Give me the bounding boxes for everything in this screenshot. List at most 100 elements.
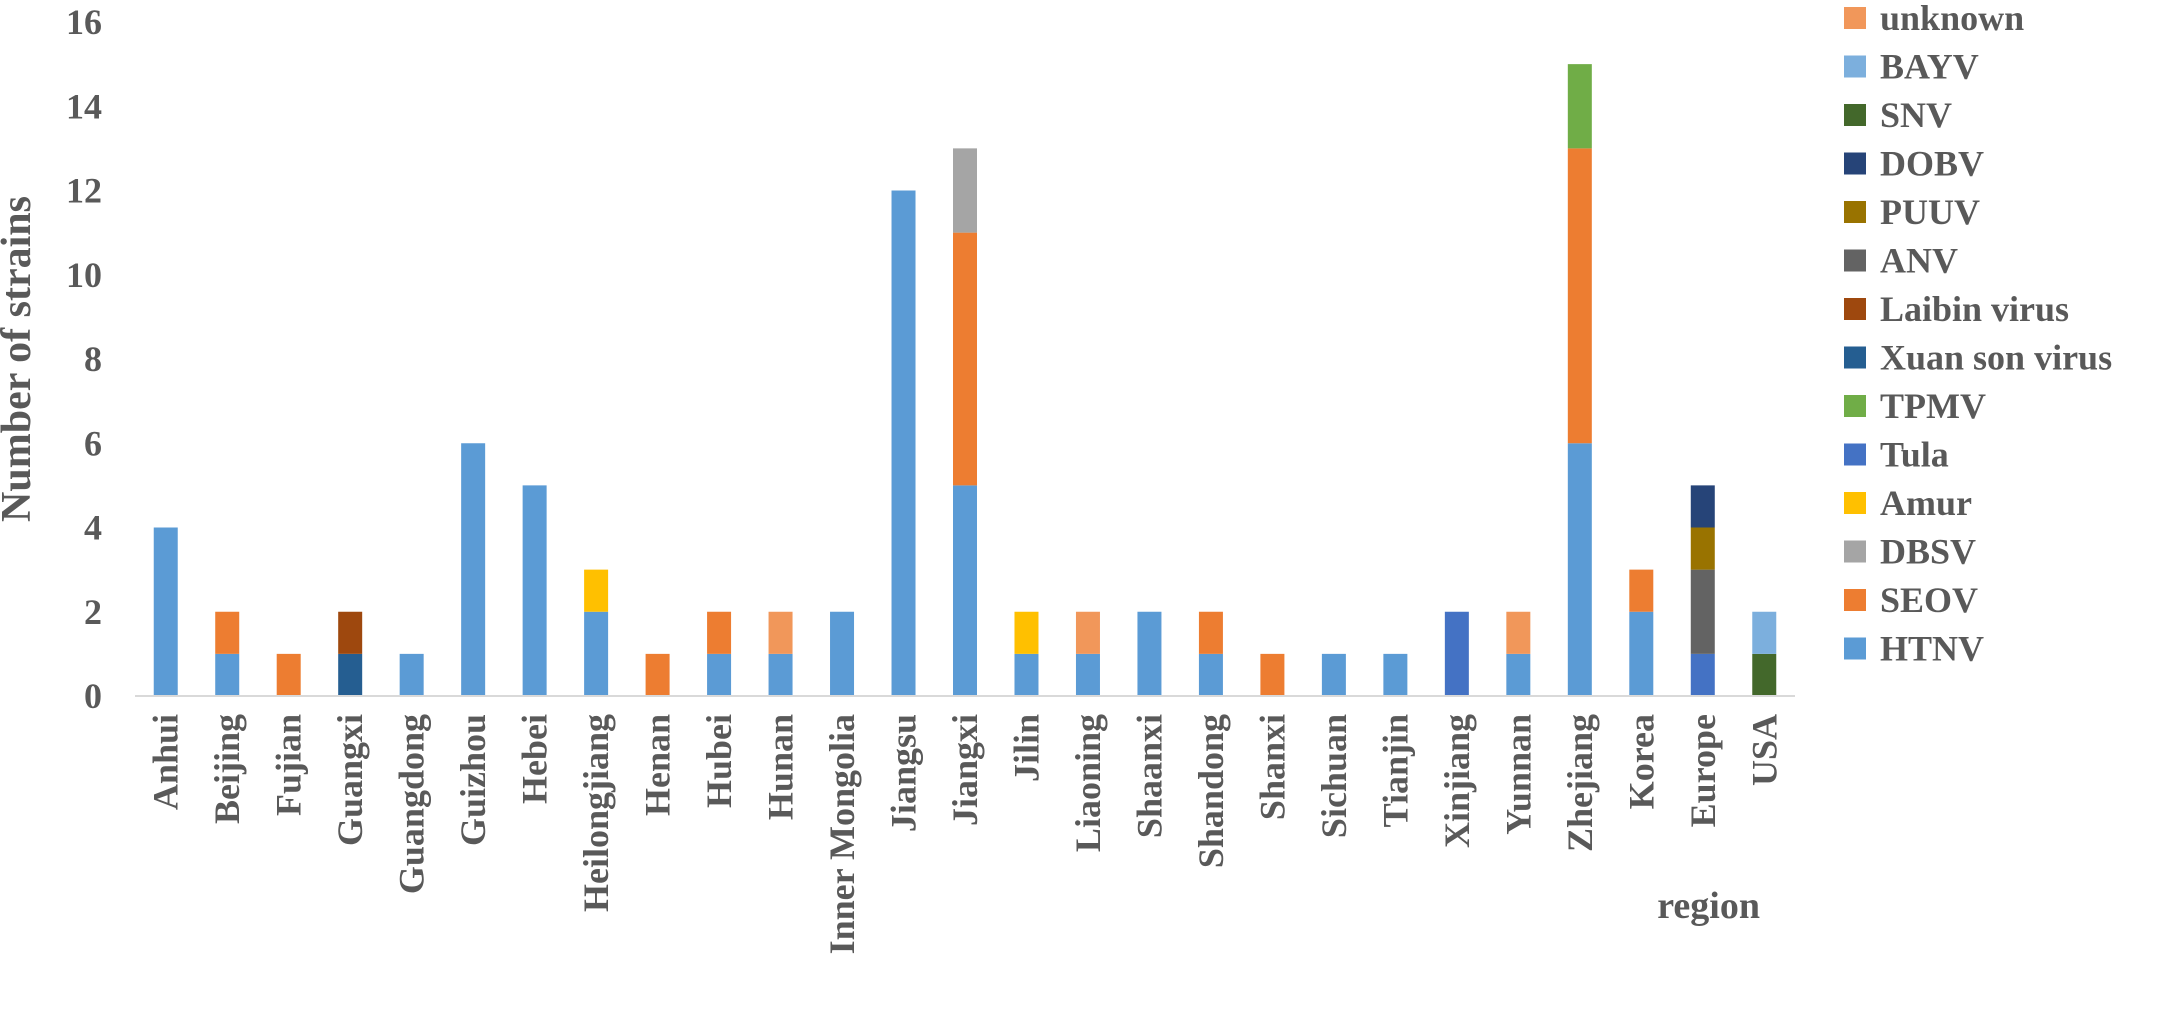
x-axis-label: region (1657, 885, 1760, 927)
legend-item: Tula (1844, 435, 1949, 475)
legend-swatch (1844, 492, 1866, 514)
bar-segment (1567, 148, 1592, 444)
legend-item: SNV (1844, 95, 1952, 135)
y-tick-label: 2 (84, 592, 102, 632)
bar-segment (830, 611, 855, 696)
y-tick-label: 14 (66, 86, 102, 126)
bar-segment (522, 485, 547, 696)
y-axis-label: Number of strains (0, 196, 40, 522)
x-tick-label: Anhui (146, 714, 186, 810)
bar-segment (584, 611, 609, 696)
legend-item: TPMV (1844, 386, 1986, 426)
legend: unknown BAYV SNV DOBV PUUV ANV Laibin virus Xua… (1844, 0, 2112, 669)
legend-label: TPMV (1880, 386, 1986, 426)
bar-segment (1506, 611, 1531, 654)
x-tick-label: Jiangsu (884, 714, 924, 832)
bar-segment (1567, 443, 1592, 696)
x-tick-label: Shanxi (1252, 714, 1292, 820)
x-tick-label: Fujian (269, 714, 309, 816)
y-tick-label: 6 (84, 423, 102, 463)
bar-segment (1014, 653, 1039, 696)
bar-segment (1137, 611, 1162, 696)
y-tick-label: 0 (84, 676, 102, 716)
y-tick-label: 8 (84, 339, 102, 379)
legend-item: Xuan son virus (1844, 338, 2112, 378)
x-tick-label: Tianjin (1375, 714, 1415, 827)
legend-swatch (1844, 7, 1866, 29)
x-tick-label: Guangdong (392, 714, 432, 894)
bar-segment (1075, 611, 1100, 654)
bar-segment (953, 485, 977, 696)
x-tick-label: Hubei (699, 714, 739, 808)
bar-segment (1506, 653, 1531, 696)
bar-segment (1690, 653, 1715, 696)
legend-swatch (1844, 55, 1866, 78)
bar-segment (215, 611, 240, 654)
bar-segment (1752, 611, 1777, 654)
bar-segment (707, 611, 732, 654)
bar-segment (1075, 653, 1100, 696)
legend-label: HTNV (1880, 629, 1984, 669)
bar-segment (584, 569, 609, 612)
bar-segment (338, 653, 363, 696)
y-axis: 0 2 4 6 8 10 12 14 16 (66, 2, 102, 716)
legend-label: Xuan son virus (1880, 338, 2112, 378)
x-tick-label: Europe (1683, 714, 1723, 827)
bar-segment (338, 611, 363, 654)
legend-item: HTNV (1844, 629, 1984, 669)
legend-item: SEOV (1844, 580, 1978, 620)
legend-label: SEOV (1880, 580, 1978, 620)
legend-item: ANV (1844, 241, 1958, 281)
legend-swatch (1844, 346, 1866, 369)
bar-segment (1383, 653, 1408, 696)
x-tick-label: Sichuan (1314, 714, 1354, 838)
legend-label: Tula (1880, 435, 1949, 475)
bar-segment (1198, 653, 1223, 696)
y-tick-label: 16 (66, 2, 102, 42)
legend-item: unknown (1844, 0, 2024, 38)
legend-item: Laibin virus (1844, 289, 2069, 329)
x-tick-label: Guizhou (453, 714, 493, 846)
bars (153, 64, 1777, 696)
legend-swatch (1844, 443, 1866, 466)
bar-segment (1567, 64, 1592, 149)
bar-segment (1690, 569, 1715, 654)
x-tick-label: Guangxi (330, 714, 370, 846)
bar-segment (768, 611, 793, 654)
y-tick-label: 12 (66, 171, 102, 211)
bar-segment (1629, 569, 1654, 612)
bar-segment (768, 653, 793, 696)
legend-item: PUUV (1844, 192, 1980, 232)
x-tick-label: Henan (638, 714, 678, 816)
bar-segment (1260, 653, 1285, 696)
legend-item: DOBV (1844, 144, 1984, 184)
bar-segment (215, 653, 240, 696)
legend-swatch (1844, 395, 1866, 417)
x-tick-label: Shandong (1191, 714, 1231, 868)
bar-segment (707, 653, 732, 696)
x-tick-label: Hebei (515, 714, 555, 804)
bar-segment (953, 148, 977, 233)
bar-segment (1690, 485, 1715, 528)
legend-label: PUUV (1880, 192, 1980, 232)
legend-label: Laibin virus (1880, 289, 2069, 329)
x-tick-label: Hunan (761, 714, 801, 820)
legend-label: DBSV (1880, 532, 1976, 572)
x-tick-label: Zhejiang (1560, 714, 1600, 852)
legend-label: BAYV (1880, 47, 1979, 87)
x-axis: Anhui Beijing Fujian Guangxi Guangdong Guizho… (146, 714, 1785, 954)
legend-item: BAYV (1844, 47, 1979, 87)
bar-segment (953, 232, 977, 486)
bar-segment (1752, 653, 1777, 696)
x-tick-label: Inner Mongolia (822, 714, 862, 954)
bar-segment (276, 653, 301, 696)
x-tick-label: Liaoning (1068, 714, 1108, 852)
legend-label: DOBV (1880, 144, 1984, 184)
legend-label: ANV (1880, 241, 1958, 281)
x-tick-label: Shaanxi (1129, 714, 1169, 838)
legend-swatch (1844, 104, 1866, 126)
x-tick-label: Yunnan (1498, 714, 1538, 835)
x-tick-label: Jiangxi (945, 714, 985, 826)
bar-segment (891, 190, 916, 696)
